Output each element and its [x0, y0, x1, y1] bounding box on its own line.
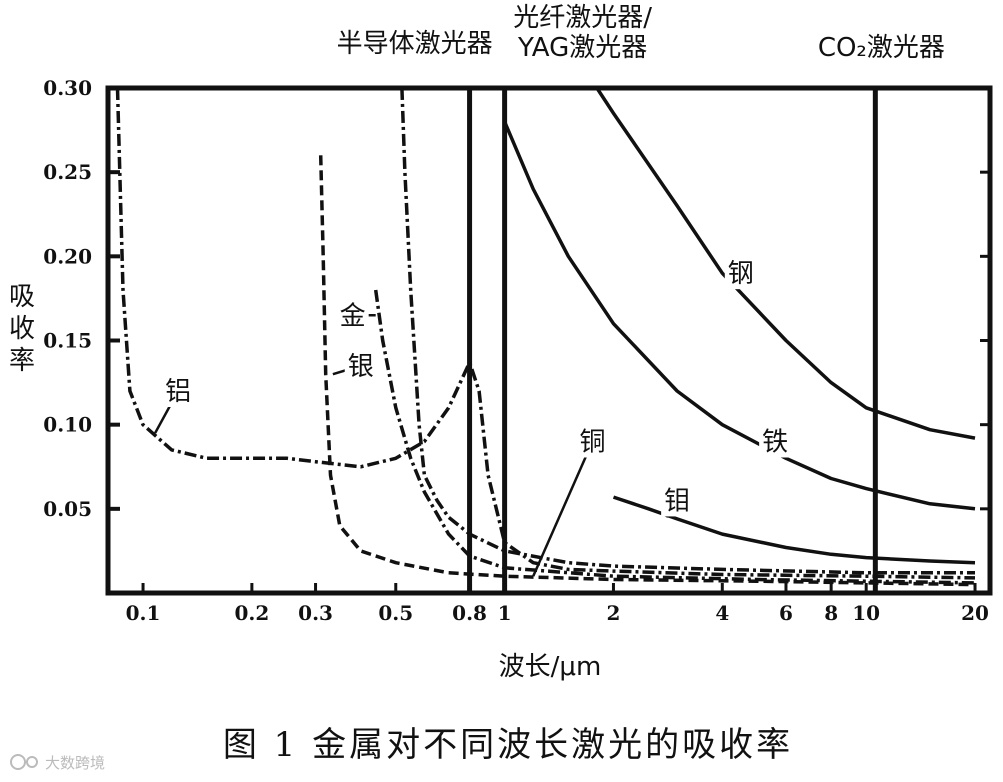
- y-tick-label: 0.05: [43, 497, 92, 521]
- y-axis-label-char: 吸: [9, 282, 35, 312]
- series-label-bg: [724, 255, 757, 290]
- x-tick-label: 20: [961, 601, 989, 625]
- y-tick-label: 0.30: [43, 76, 92, 100]
- series-label: 钢: [728, 259, 754, 289]
- series-label-bg: [661, 482, 694, 517]
- laser-label: 半导体激光器: [337, 29, 493, 59]
- watermark-text: 大数跨境: [45, 754, 105, 772]
- x-tick-label: 2: [606, 601, 620, 625]
- x-tick-label: 8: [824, 601, 838, 625]
- series-label: 铁: [762, 428, 788, 458]
- series-label-bg: [344, 347, 377, 382]
- watermark: 大数跨境: [10, 754, 105, 772]
- laser-label: YAG激光器: [517, 33, 647, 63]
- series-line: [502, 121, 976, 511]
- x-tick-label: 1: [498, 601, 512, 625]
- x-tick-label: 6: [779, 601, 793, 625]
- series-label: 银: [348, 352, 374, 382]
- y-tick-label: 0.15: [43, 329, 92, 353]
- x-tick-label: 0.1: [126, 601, 161, 625]
- x-tick-label: 0.3: [298, 601, 333, 625]
- x-tick-label: 0.2: [234, 601, 269, 625]
- series-label-bg: [759, 423, 792, 458]
- series-label-bg: [162, 373, 195, 407]
- series-line: [115, 87, 976, 580]
- watermark-logo-icon: [10, 754, 26, 770]
- laser-label: CO₂激光器: [818, 33, 945, 63]
- figure-caption: 图 1 金属对不同波长激光的吸收率: [223, 725, 793, 765]
- y-tick-label: 0.20: [43, 244, 92, 268]
- x-tick-label: 4: [715, 601, 729, 625]
- y-tick-label: 0.10: [43, 413, 92, 437]
- series-label: 铜: [579, 428, 605, 458]
- x-axis-label: 波长/μm: [499, 652, 602, 682]
- series-line: [400, 87, 975, 575]
- y-tick-label: 0.25: [43, 160, 92, 184]
- series-line: [612, 495, 976, 565]
- series-label-bg: [336, 297, 369, 332]
- plot-frame: [105, 85, 993, 596]
- watermark-logo-icon: [26, 756, 38, 768]
- series-line: [373, 289, 976, 585]
- series-label: 钼: [664, 486, 690, 516]
- series-label: 铝: [165, 377, 191, 407]
- y-axis-label-char: 率: [9, 346, 35, 376]
- x-tick-label: 0.5: [378, 601, 413, 625]
- y-axis-label-char: 收: [9, 314, 35, 344]
- series-label-leader: [532, 440, 594, 577]
- series-label: 金: [340, 301, 366, 331]
- laser-label: 光纤激光器/: [513, 3, 652, 33]
- x-tick-label: 0.8: [452, 601, 487, 625]
- series-line: [595, 87, 976, 440]
- x-tick-label: 10: [852, 601, 880, 625]
- series-label-bg: [576, 423, 609, 458]
